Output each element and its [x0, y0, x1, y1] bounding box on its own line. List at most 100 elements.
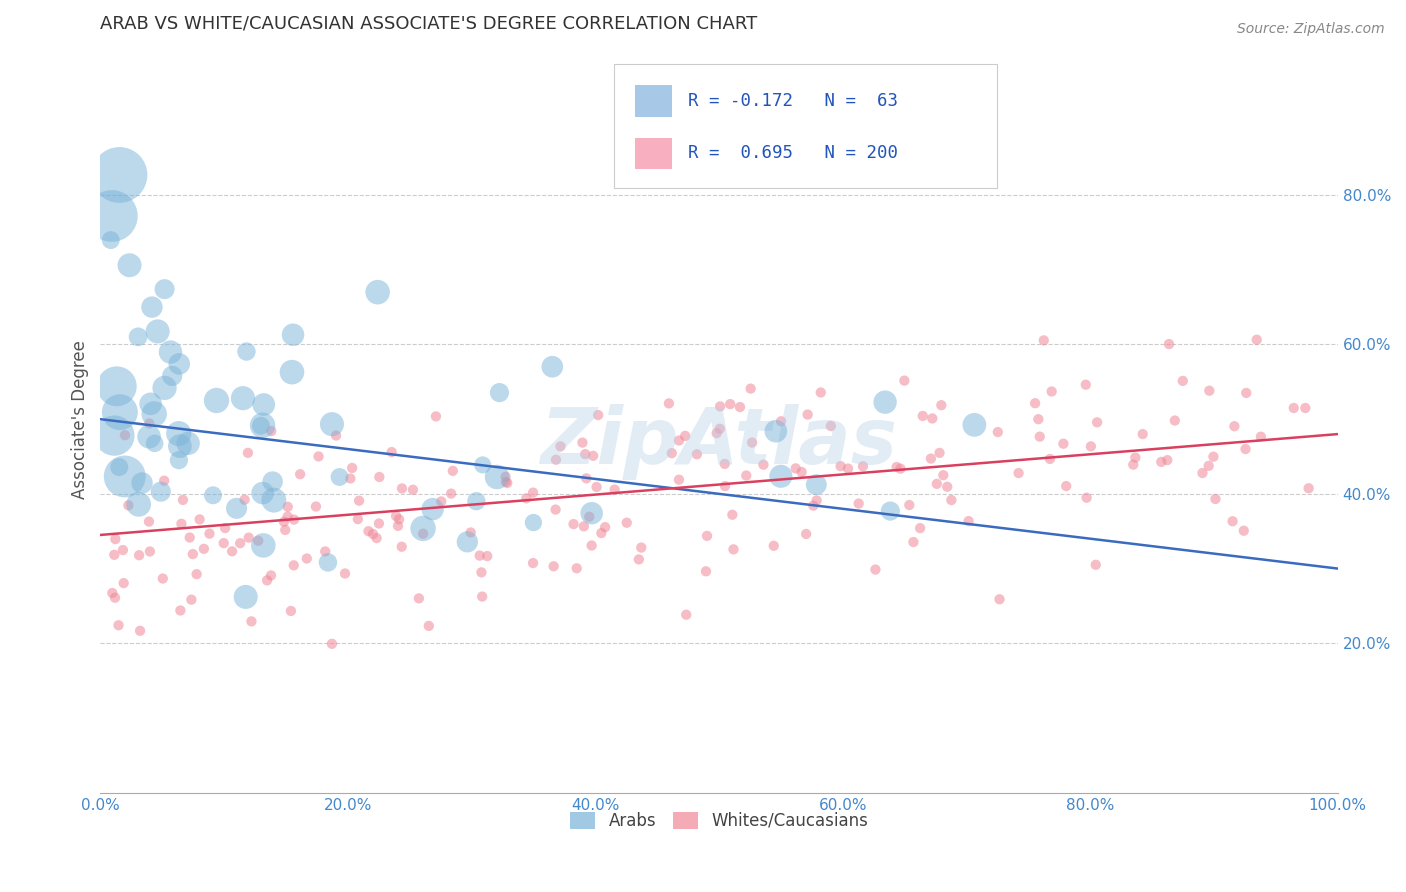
Point [101, 586, 124, 600]
Point [283, 513, 305, 527]
Point [603, 483, 626, 497]
Point [1007, 466, 1029, 480]
Point [582, 449, 605, 463]
Point [1024, 396, 1046, 410]
Point [630, 541, 652, 555]
Point [581, 506, 603, 520]
Point [1052, 436, 1074, 450]
Point [149, 484, 172, 499]
Point [391, 482, 413, 496]
Point [127, 330, 149, 344]
Point [661, 446, 683, 460]
Point [111, 543, 134, 558]
Point [108, 405, 131, 419]
Point [522, 556, 544, 570]
Point [1156, 453, 1178, 467]
Point [412, 526, 434, 541]
Point [908, 521, 931, 535]
Point [762, 539, 785, 553]
Point [586, 408, 609, 422]
Point [141, 300, 163, 314]
Point [585, 480, 607, 494]
Point [920, 451, 942, 466]
Point [1164, 413, 1187, 427]
Point [260, 424, 283, 438]
Point [709, 422, 731, 436]
Point [928, 446, 950, 460]
Point [574, 447, 596, 461]
Point [146, 325, 169, 339]
Point [260, 568, 283, 582]
Point [262, 475, 284, 489]
Point [277, 509, 299, 524]
Point [806, 493, 828, 508]
Text: ZipAtlas: ZipAtlas [540, 403, 897, 480]
Point [305, 500, 328, 514]
Point [321, 637, 343, 651]
Point [541, 359, 564, 374]
Point [143, 407, 166, 421]
Point [495, 469, 517, 483]
Point [252, 486, 274, 500]
Point [1198, 384, 1220, 398]
Point [865, 563, 887, 577]
Point [233, 492, 256, 507]
Point [718, 397, 741, 411]
Point [103, 428, 125, 442]
Point [486, 470, 509, 484]
Point [1191, 466, 1213, 480]
Point [728, 400, 751, 414]
Point [889, 461, 911, 475]
Point [229, 536, 252, 550]
Point [931, 398, 953, 412]
Point [1122, 458, 1144, 472]
Point [129, 624, 152, 638]
Point [235, 590, 257, 604]
Point [138, 417, 160, 431]
Point [321, 417, 343, 432]
Point [128, 497, 150, 511]
Point [1157, 337, 1180, 351]
Point [104, 532, 127, 546]
Point [118, 258, 141, 272]
Point [131, 475, 153, 490]
Point [591, 526, 613, 541]
Point [314, 544, 336, 558]
Point [388, 512, 411, 526]
Point [107, 618, 129, 632]
Point [328, 470, 350, 484]
Point [252, 538, 274, 552]
Point [274, 523, 297, 537]
Point [1039, 452, 1062, 467]
Point [1029, 429, 1052, 443]
Point [280, 604, 302, 618]
Point [418, 619, 440, 633]
Point [169, 603, 191, 617]
Point [1294, 401, 1316, 415]
Point [1233, 524, 1256, 538]
Point [522, 516, 544, 530]
Point [104, 591, 127, 605]
Point [440, 486, 463, 500]
Point [159, 345, 181, 359]
Point [385, 508, 408, 523]
Point [706, 426, 728, 441]
Point [477, 549, 499, 563]
Point [295, 551, 318, 566]
Point [1246, 333, 1268, 347]
Point [770, 414, 793, 428]
Point [1032, 334, 1054, 348]
Legend: Arabs, Whites/Caucasians: Arabs, Whites/Caucasians [564, 805, 875, 837]
Point [932, 468, 955, 483]
Point [240, 615, 263, 629]
Point [875, 395, 897, 409]
Point [193, 541, 215, 556]
Point [578, 509, 600, 524]
Point [465, 494, 488, 508]
Point [425, 409, 447, 424]
Point [488, 385, 510, 400]
Point [214, 521, 236, 535]
Point [769, 469, 792, 483]
Point [544, 452, 567, 467]
Point [460, 525, 482, 540]
